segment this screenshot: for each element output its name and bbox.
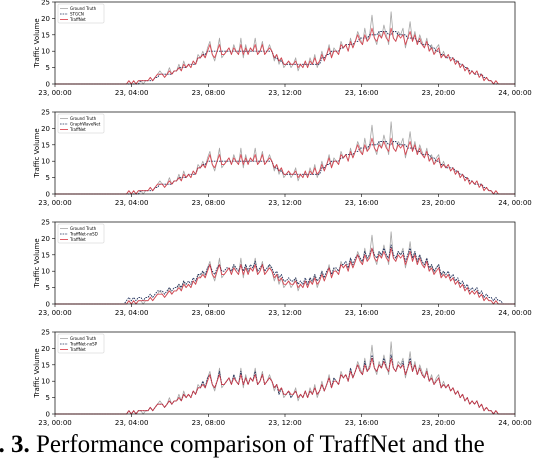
x-tick-label: 23, 08:00 (192, 309, 226, 317)
y-tick-label: 5 (46, 394, 50, 402)
x-tick-label: 23, 16:00 (345, 89, 379, 97)
y-tick-label: 0 (46, 301, 50, 309)
legend-entry: Ground Truth (70, 116, 97, 121)
y-tick-label: 5 (46, 64, 50, 72)
legend-entry: TraffNet (69, 237, 86, 242)
x-tick-label: 23, 20:00 (422, 199, 456, 207)
chart-panel-3: 0 5 10 15 20 25 23, 00:00 23, 04:00 23, 08:00 23,… (33, 219, 532, 318)
chart-panel-4: 0 5 10 15 20 25 23, 00:00 23, 04:00 23, 08:00 23,… (33, 329, 532, 428)
y-axis-label: Traffic Volume (33, 128, 41, 178)
y-tick-label: 10 (41, 158, 50, 166)
y-tick-label: 20 (41, 235, 50, 243)
legend-entry: GraphWaveNet (70, 121, 101, 126)
y-tick-label: 15 (41, 251, 50, 259)
series-line-ground-truth (55, 11, 515, 85)
x-tick-label: 23, 08:00 (192, 199, 226, 207)
chart-panel-1: 0 5 10 15 20 25 23, 00:00 23, 04:00 23, 08:00 23,… (33, 0, 532, 97)
x-tick-label: 23, 04:00 (115, 89, 149, 97)
series-line-traffnet (55, 357, 515, 415)
x-tick-label: 23, 16:00 (345, 199, 379, 207)
y-tick-label: 0 (46, 81, 50, 89)
series-line-traffnet-nosp (55, 354, 515, 415)
legend-entry: TraffNet (69, 347, 86, 352)
y-tick-label: 10 (41, 268, 50, 276)
x-tick-label: 23, 08:00 (192, 89, 226, 97)
plot-frame (54, 221, 516, 305)
plot-frame (54, 111, 516, 195)
y-tick-label: 15 (41, 361, 50, 369)
figure-caption: g. 3. Performance comparison of TraffNet… (0, 431, 485, 459)
legend-entry: Ground Truth (70, 6, 97, 11)
legend-entry: TraffNet (69, 17, 86, 22)
x-tick-label: 24, 00:00 (498, 309, 532, 317)
series-line-traffnet (55, 247, 515, 305)
y-tick-label: 25 (41, 0, 50, 7)
x-tick-label: 23, 12:00 (268, 199, 302, 207)
legend-entry: TraffNet (69, 127, 86, 132)
x-tick-label: 23, 00:00 (38, 199, 72, 207)
legend-entry: STGCN (70, 11, 84, 16)
x-tick-label: 23, 12:00 (268, 89, 302, 97)
y-tick-label: 20 (41, 125, 50, 133)
x-tick-label: 23, 08:00 (192, 419, 226, 427)
y-axis-label: Traffic Volume (33, 18, 41, 68)
legend-entry: Ground Truth (70, 336, 97, 341)
y-tick-label: 20 (41, 15, 50, 23)
x-tick-label: 24, 00:00 (498, 199, 532, 207)
series-line-ground-truth (55, 121, 515, 195)
x-tick-label: 23, 00:00 (38, 89, 72, 97)
y-tick-label: 20 (41, 345, 50, 353)
y-tick-label: 0 (46, 191, 50, 199)
legend-entry: TraffNet-noSP (69, 341, 98, 346)
y-tick-label: 25 (41, 219, 50, 227)
x-tick-label: 23, 04:00 (115, 199, 149, 207)
legend-box (57, 3, 105, 24)
x-tick-label: 23, 00:00 (38, 309, 72, 317)
legend-box (57, 333, 105, 354)
x-tick-label: 23, 16:00 (345, 309, 379, 317)
x-tick-label: 23, 04:00 (115, 419, 149, 427)
x-tick-label: 24, 00:00 (498, 89, 532, 97)
x-tick-label: 23, 12:00 (268, 309, 302, 317)
x-tick-label: 23, 00:00 (38, 419, 72, 427)
x-tick-label: 23, 20:00 (422, 89, 456, 97)
series-line-ground-truth (55, 231, 515, 305)
chart-panel-2: 0 5 10 15 20 25 23, 00:00 23, 04:00 23, 08:00 23,… (33, 109, 532, 208)
plot-frame (54, 331, 516, 415)
x-tick-label: 23, 20:00 (422, 309, 456, 317)
y-axis-label: Traffic Volume (33, 238, 41, 288)
legend-box (57, 113, 105, 134)
legend-box (57, 223, 105, 244)
y-tick-label: 15 (41, 31, 50, 39)
x-tick-label: 23, 16:00 (345, 419, 379, 427)
series-line-traffnet (55, 27, 515, 85)
y-tick-label: 5 (46, 174, 50, 182)
y-tick-label: 5 (46, 284, 50, 292)
y-axis-label: Traffic Volume (33, 348, 41, 398)
legend-entry: TraffNet-noSD (69, 231, 98, 236)
y-tick-label: 25 (41, 329, 50, 337)
series-line-ground-truth (55, 341, 515, 415)
series-line-traffnet-nosd (55, 244, 515, 305)
y-tick-label: 0 (46, 411, 50, 419)
y-tick-label: 25 (41, 109, 50, 117)
y-tick-label: 10 (41, 378, 50, 386)
x-tick-label: 23, 20:00 (422, 419, 456, 427)
series-line-traffnet (55, 137, 515, 195)
y-tick-label: 15 (41, 141, 50, 149)
plot-frame (54, 1, 516, 85)
x-tick-label: 23, 04:00 (115, 309, 149, 317)
x-tick-label: 24, 00:00 (498, 419, 532, 427)
y-tick-label: 10 (41, 48, 50, 56)
legend-entry: Ground Truth (70, 226, 97, 231)
x-tick-label: 23, 12:00 (268, 419, 302, 427)
